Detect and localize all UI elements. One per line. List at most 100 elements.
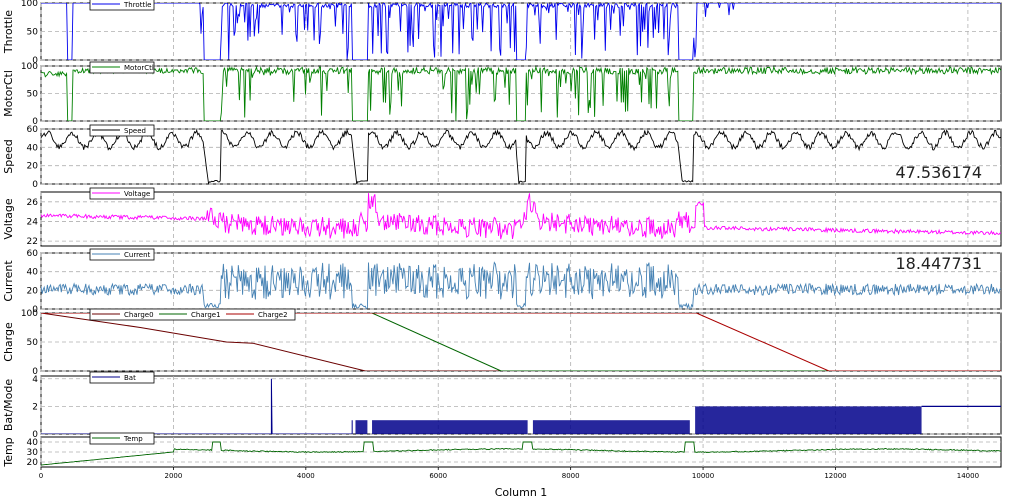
- legend: Current: [89, 248, 155, 261]
- y-tick-label: 40: [27, 268, 39, 278]
- series-current: [41, 261, 1001, 309]
- legend-label-voltage: Voltage: [124, 190, 150, 198]
- panel-charge: 0 50 100 Charge0 Charge1 Charge2 Charge: [2, 308, 1002, 377]
- y-tick-label: 40: [27, 143, 39, 153]
- legend: Charge0 Charge1 Charge2: [89, 308, 296, 321]
- y-tick-label: 0: [32, 430, 38, 440]
- series-voltage: [41, 193, 1001, 240]
- x-axis-label: Column 1: [495, 486, 548, 499]
- series-group: [41, 3, 1001, 60]
- legend: Throttle: [89, 0, 155, 11]
- legend-box: [89, 248, 155, 261]
- legend: MotorCtl: [89, 61, 155, 74]
- y-tick-label: 50: [27, 338, 39, 348]
- y-axis-label: Current: [2, 260, 15, 302]
- y-tick-label: 60: [27, 249, 39, 259]
- y-tick-label: 50: [27, 90, 39, 100]
- series-temp: [41, 441, 1001, 466]
- y-axis-label: Temp: [2, 437, 15, 467]
- series-group: [41, 313, 1001, 371]
- y-axis-label: Throttle: [2, 10, 15, 54]
- chart-panels: 0 50 100 Throttle Throttle 0 50 100 MotorCtl Moto…: [2, 0, 1002, 468]
- series-group: [41, 441, 1001, 466]
- panel-speed: 0 20 40 60 Speed Speed 47.536174: [2, 124, 1002, 190]
- y-tick-label: 100: [21, 309, 38, 319]
- legend-box: [89, 371, 155, 384]
- y-tick-label: 0: [32, 305, 38, 315]
- legend-label-motorctl: MotorCtl: [124, 64, 154, 72]
- y-tick-label: 0: [32, 180, 38, 190]
- x-tick-label: 10000: [692, 472, 714, 480]
- plot-frame: [40, 128, 1002, 185]
- y-tick-label: 20: [27, 458, 39, 468]
- legend-label-charge2: Charge2: [258, 311, 288, 319]
- bat-mode-block: [372, 420, 528, 434]
- y-tick-label: 60: [27, 125, 39, 135]
- legend-label-charge1: Charge1: [191, 311, 221, 319]
- y-tick-label: 50: [27, 28, 39, 38]
- series-group: [41, 66, 1001, 121]
- series-charge0: [41, 313, 1001, 371]
- series-charge2: [41, 313, 1001, 371]
- legend-label-speed: Speed: [124, 127, 146, 135]
- panel-current: 0 20 40 60 Current Current 18.447731: [2, 248, 1002, 315]
- y-axis-label: Voltage: [2, 198, 15, 239]
- y-tick-label: 20: [27, 162, 39, 172]
- plot-frame: [40, 191, 1002, 247]
- x-tick-label: 4000: [297, 472, 315, 480]
- y-axis-label: Bat/Mode: [2, 379, 15, 432]
- y-axis-label: Speed: [2, 139, 15, 173]
- series-throttle: [41, 3, 1001, 60]
- x-axis: 0 2000 4000 6000 8000 10000 12000 14000: [39, 467, 979, 480]
- legend-label-temp: Temp: [123, 435, 143, 443]
- panel-motorctl: 0 50 100 MotorCtl MotorCtl: [2, 61, 1002, 127]
- series-charge1: [41, 313, 1001, 371]
- legend-label-current: Current: [124, 251, 151, 259]
- series-group: [41, 261, 1001, 309]
- legend-box: [89, 187, 155, 200]
- x-tick-label: 0: [39, 472, 43, 480]
- y-tick-label: 30: [27, 448, 39, 458]
- legend-box: [89, 432, 155, 445]
- y-tick-label: 0: [32, 56, 38, 66]
- y-tick-label: 22: [27, 237, 38, 247]
- legend: Bat: [89, 371, 155, 384]
- y-tick-label: 4: [32, 375, 38, 385]
- y-tick-label: 20: [27, 286, 39, 296]
- legend: Voltage: [89, 187, 155, 200]
- legend: Speed: [89, 124, 155, 137]
- y-tick-label: 0: [32, 117, 38, 127]
- bat-mode-block: [355, 420, 368, 434]
- y-tick-label: 2: [32, 402, 38, 412]
- series-group: [41, 129, 1001, 184]
- y-tick-label: 100: [21, 0, 38, 9]
- x-tick-label: 8000: [562, 472, 580, 480]
- readout-value: 47.536174: [895, 163, 982, 182]
- series-speed: [41, 129, 1001, 184]
- legend-box: [89, 124, 155, 137]
- legend-label-throttle: Throttle: [123, 1, 151, 9]
- x-tick-label: 2000: [164, 472, 182, 480]
- legend-label-bat: Bat: [124, 374, 136, 382]
- legend-box: [89, 0, 155, 11]
- plot-frame: [40, 252, 1002, 310]
- series-motorctl: [41, 66, 1001, 121]
- x-tick-label: 14000: [957, 472, 979, 480]
- y-axis-label: Charge: [2, 322, 15, 362]
- y-tick-label: 100: [21, 62, 38, 72]
- series-group: [41, 193, 1001, 240]
- y-tick-label: 0: [32, 367, 38, 377]
- series-bat: [41, 378, 353, 434]
- x-tick-label: 6000: [429, 472, 447, 480]
- panel-bat-mode: 0 2 4 Bat Bat/Mode: [2, 371, 1002, 440]
- panel-throttle: 0 50 100 Throttle Throttle: [2, 0, 1002, 66]
- x-tick-label: 12000: [824, 472, 846, 480]
- y-tick-label: 40: [27, 438, 39, 448]
- legend-label-charge0: Charge0: [124, 311, 154, 319]
- y-tick-label: 26: [27, 198, 39, 208]
- bat-mode-block: [695, 406, 922, 434]
- legend-box: [89, 308, 296, 321]
- legend: Temp: [89, 432, 155, 445]
